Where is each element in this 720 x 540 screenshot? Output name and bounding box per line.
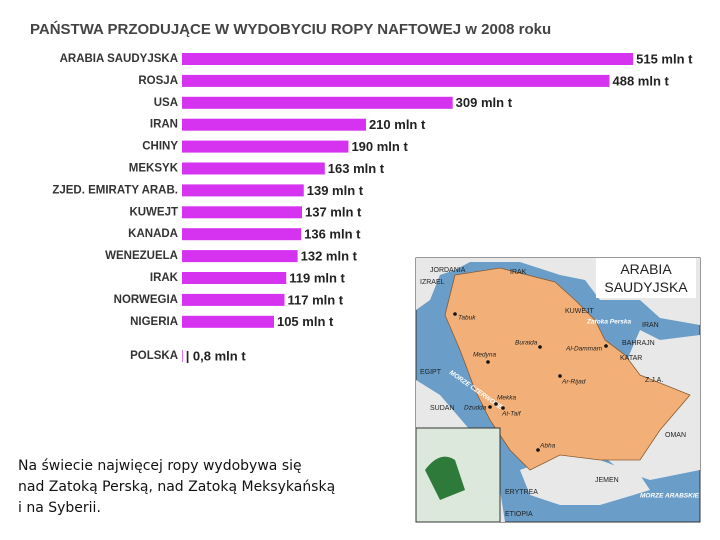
bar: [182, 272, 287, 284]
value-label: | 0,8 mln t: [186, 348, 247, 363]
caption-line: i na Syberii.: [18, 500, 101, 516]
value-label: 190 mln t: [351, 139, 408, 154]
caption: Na świecie najwięcej ropy wydobywa się na…: [18, 456, 335, 519]
category-label: KANADA: [128, 228, 178, 240]
category-label: ROSJA: [138, 75, 178, 87]
bar: [182, 250, 298, 263]
city-label: Buraida: [515, 340, 538, 347]
category-label: POLSKA: [130, 350, 178, 362]
category-label: IRAN: [150, 119, 178, 131]
city-label: At-Taif: [501, 411, 522, 418]
bar: [182, 184, 304, 197]
bar: [182, 140, 349, 153]
category-label: IRAK: [150, 272, 179, 284]
map-label: OMAN: [665, 432, 686, 439]
category-label: ARABIA SAUDYJSKA: [60, 53, 178, 65]
bar: [182, 162, 325, 175]
category-label: KUWEJT: [129, 206, 178, 218]
saudi-arabia: [444, 267, 691, 471]
bar: [182, 96, 453, 109]
category-label: ZJED. EMIRATY ARAB.: [52, 184, 178, 196]
sea-label: MORZE ARABSKIE: [640, 493, 700, 500]
value-label: 132 mln t: [301, 249, 358, 264]
category-label: NORWEGIA: [114, 294, 178, 306]
category-label: MEKSYK: [129, 163, 179, 175]
value-label: 137 mln t: [305, 205, 362, 220]
value-label: 139 mln t: [307, 183, 364, 198]
value-label: 119 mln t: [289, 270, 345, 285]
city-label: Mekka: [497, 395, 517, 402]
city-label: Medyna: [473, 352, 497, 359]
bar: [182, 293, 285, 306]
city-label: Al-Dammam: [565, 346, 603, 353]
bar: [182, 74, 610, 87]
map-title-box: [596, 258, 696, 298]
map-label: IRAN: [642, 322, 659, 329]
category-label: USA: [154, 97, 178, 109]
map-label: JORDANIA: [430, 267, 466, 274]
category-label: NIGERIA: [130, 316, 178, 328]
bar: [182, 228, 302, 241]
inset-region: [425, 456, 465, 500]
caption-line: Na świecie najwięcej ropy wydobywa się: [18, 458, 302, 474]
value-label: 117 mln t: [287, 292, 343, 307]
bar: [182, 206, 303, 219]
value-label: 163 mln t: [328, 161, 385, 176]
map-label: IZRAEL: [420, 279, 445, 286]
caption-line: nad Zatoką Perską, nad Zatoką Meksykańsk…: [18, 479, 336, 495]
map-label: BAHRAJN: [622, 340, 655, 347]
value-label: 515 mln t: [636, 51, 693, 66]
map-label: KATAR: [620, 355, 642, 362]
map-label: ETIOPIA: [505, 511, 533, 518]
map-label: IRAK: [510, 269, 527, 276]
land-yemen: [520, 455, 650, 505]
map-label: ERYTREA: [505, 489, 538, 496]
map-label: EGIPT: [420, 369, 442, 376]
value-label: 136 mln t: [304, 227, 361, 242]
city-label: Abha: [539, 443, 556, 450]
bar: [182, 53, 634, 65]
value-label: 210 mln t: [369, 117, 426, 132]
city-label: Tabuk: [458, 315, 476, 322]
map-title: ARABIA SAUDYJSKA: [604, 261, 688, 295]
category-label: CHINY: [142, 141, 178, 153]
chart-title: PAŃSTWA PRZODUJĄCE W WYDOBYCIU ROPY NAFT…: [30, 21, 551, 38]
map: ARABIA SAUDYJSKA JORDANIA IRAK IZRAEL KUW…: [415, 257, 701, 523]
map-label: KUWEJT: [565, 308, 595, 315]
map-label: SUDAN: [430, 405, 455, 412]
value-label: 488 mln t: [612, 73, 669, 88]
city-label: Dżudda: [464, 405, 487, 412]
value-label: 309 mln t: [456, 95, 513, 110]
bar: [182, 118, 366, 131]
map-label: Z.J.A.: [645, 377, 663, 384]
bar: [182, 315, 274, 328]
sea-label: Zatoka Perska: [586, 319, 631, 326]
bar: [182, 350, 183, 362]
map-label: JEMEN: [595, 477, 619, 484]
city-label: Ar-Rijad: [561, 379, 586, 386]
category-label: WENEZUELA: [105, 250, 178, 262]
value-label: 105 mln t: [277, 314, 334, 329]
